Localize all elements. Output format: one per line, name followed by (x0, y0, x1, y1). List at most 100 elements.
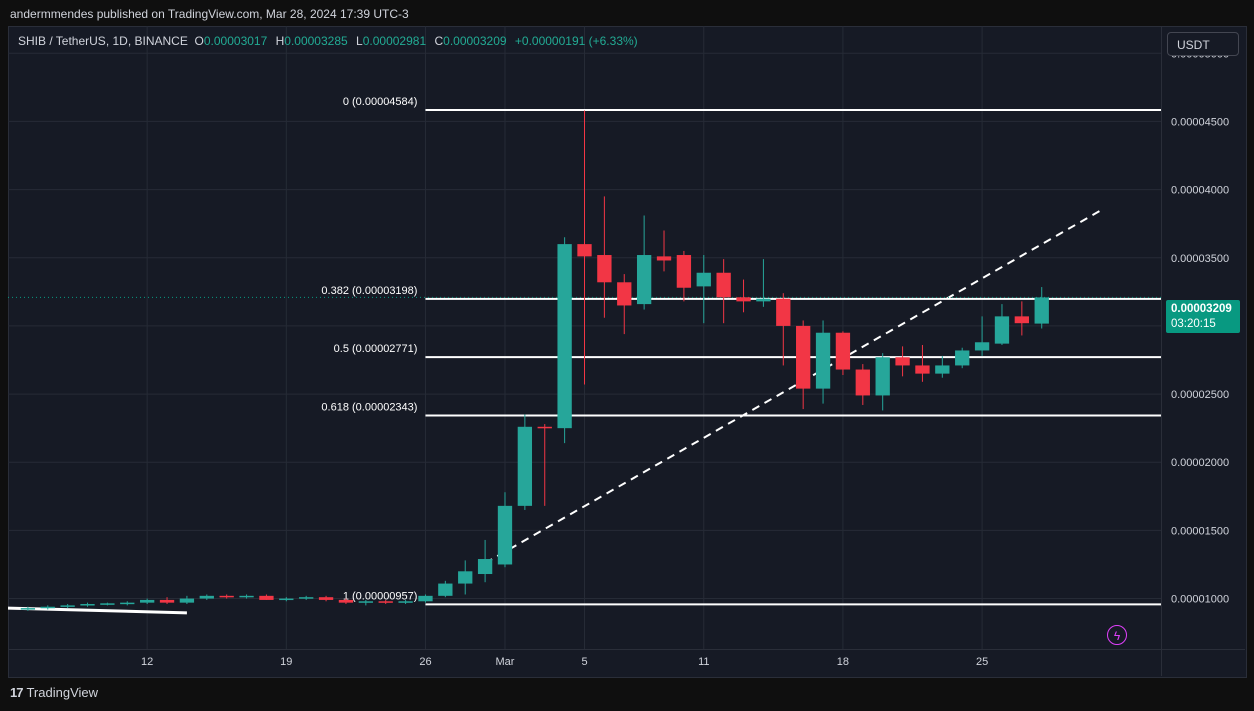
candle-body (617, 282, 632, 306)
candle-body (1014, 316, 1030, 324)
candle (458, 560, 473, 595)
price-tick-label: 0.00002000 (1171, 457, 1229, 469)
candle-body (716, 272, 731, 298)
candle-body (60, 605, 75, 607)
candle (497, 492, 513, 568)
candle-body (219, 595, 234, 598)
candle-body (656, 256, 672, 261)
candle-body (458, 571, 473, 584)
candle (716, 259, 731, 324)
candle-body (636, 255, 652, 305)
candle-body (279, 598, 294, 601)
time-tick-label: 26 (419, 656, 431, 668)
candle (159, 597, 175, 605)
price-tick-label: 0.00001000 (1171, 594, 1229, 606)
candle-body (338, 599, 354, 603)
candle-body (756, 298, 771, 302)
candle-body (974, 342, 990, 351)
candle (835, 331, 851, 375)
candle (239, 594, 254, 599)
last-price: 0.00003209 (1171, 303, 1232, 315)
currency-button[interactable]: USDT (1167, 32, 1239, 56)
tradingview-footer[interactable]: 17 TradingView (10, 685, 98, 700)
candle (179, 595, 195, 605)
candle-body (179, 598, 195, 603)
candle (776, 293, 791, 366)
fibonacci-retracement: 0 (0.00004584) 0.382 (0.00003198) 0.5 (0.0… (321, 96, 1161, 606)
candle-body (537, 426, 552, 429)
candle (617, 274, 632, 335)
candle-body (676, 255, 692, 288)
fib-level-label: 0.5 (0.00002771) (334, 343, 418, 355)
candle (418, 594, 433, 603)
time-axis: 12 19 26 Mar 5 11 18 25 (141, 656, 988, 668)
candle (577, 110, 592, 385)
time-tick-label: 19 (280, 656, 292, 668)
candle-body (20, 608, 36, 610)
symbol-name[interactable]: SHIB / TetherUS, 1D, BINANCE (18, 34, 188, 48)
candle (438, 580, 453, 598)
candle (378, 599, 393, 605)
candle-body (557, 244, 572, 429)
candle-body (139, 599, 155, 603)
candle (199, 594, 214, 600)
candle (219, 594, 234, 599)
time-tick-label: 12 (141, 656, 153, 668)
candle-body (915, 365, 930, 374)
lightning-icon[interactable]: ϟ (1107, 625, 1127, 645)
price-tick-label: 0.00004000 (1171, 185, 1229, 197)
symbol-legend: SHIB / TetherUS, 1D, BINANCE O0.00003017… (18, 34, 643, 48)
candle-body (159, 599, 175, 603)
candle-body (835, 332, 851, 370)
candle (318, 595, 334, 602)
price-tick-label: 0.00004500 (1171, 116, 1229, 128)
candle (756, 259, 771, 307)
candle-body (418, 595, 433, 602)
bar-countdown: 03:20:15 (1171, 318, 1216, 330)
price-tick-label: 0.00003500 (1171, 253, 1229, 265)
fib-level-label: 1 (0.00000957) (343, 590, 418, 602)
footer-label: TradingView (26, 685, 99, 700)
candle-body (736, 297, 751, 302)
candle (597, 196, 612, 318)
close-value: 0.00003209 (443, 34, 507, 48)
last-price-tag: 0.00003209 03:20:15 (1166, 300, 1240, 333)
candle-body (120, 602, 135, 605)
candle (120, 601, 135, 606)
candle-body (358, 601, 373, 603)
candle-body (796, 325, 811, 389)
solid-trend-line (8, 606, 187, 615)
candle-body (935, 365, 950, 374)
time-tick-label: 18 (837, 656, 849, 668)
high-label: H (275, 34, 285, 48)
candle-body (100, 603, 115, 605)
candle-body (497, 505, 513, 565)
price-tick-label: 0.00002500 (1171, 389, 1229, 401)
time-tick-label: 25 (976, 656, 988, 668)
candle (915, 344, 930, 382)
candle-body (398, 601, 413, 603)
chart-frame[interactable] (8, 26, 1247, 678)
candlestick-chart[interactable]: 0 (0.00004584) 0.382 (0.00003198) 0.5 (0.0… (8, 26, 1245, 676)
candle-body (855, 369, 870, 396)
candle (656, 230, 672, 272)
candle (299, 595, 314, 600)
candle (557, 237, 572, 444)
candle (338, 598, 354, 605)
candle-body (259, 595, 274, 600)
candle (855, 364, 870, 405)
candle-body (378, 601, 393, 603)
candle (676, 250, 692, 302)
candle (736, 279, 751, 313)
candle-body (40, 606, 55, 609)
open-value: 0.00003017 (203, 34, 268, 48)
candle-body (517, 426, 533, 506)
candle-body (955, 350, 970, 366)
candle (259, 594, 274, 600)
candle (875, 353, 890, 411)
change-value: +0.00000191 (+6.33%) (514, 34, 638, 48)
candle (139, 598, 155, 605)
candle-body (994, 316, 1010, 344)
candle (935, 355, 950, 378)
candle (994, 304, 1010, 345)
